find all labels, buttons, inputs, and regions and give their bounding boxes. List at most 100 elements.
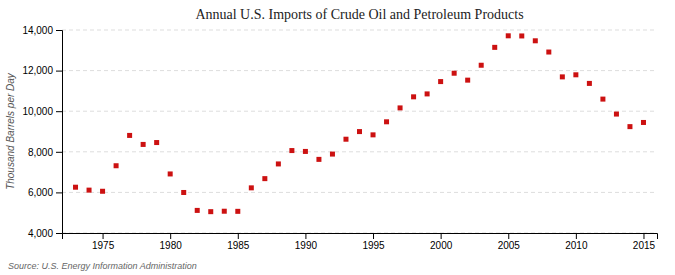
grid-line	[62, 111, 657, 112]
point	[627, 124, 632, 129]
tick-label: 6,000	[28, 187, 53, 198]
point	[141, 142, 146, 147]
title: Annual U.S. Imports of Crude Oil and Pet…	[195, 7, 523, 22]
tick-label: 12,000	[22, 65, 53, 76]
point	[127, 133, 132, 138]
point	[587, 81, 592, 86]
tick: 10,000	[22, 106, 62, 117]
point	[425, 91, 430, 96]
tick-mark	[56, 71, 62, 72]
point	[181, 190, 186, 195]
tick-label: 14,000	[22, 25, 53, 36]
tick: 2010	[565, 233, 588, 251]
point	[533, 38, 538, 43]
tick: 2000	[430, 233, 453, 251]
tick: 14,000	[22, 25, 62, 36]
axis-line	[56, 31, 63, 234]
grid-line	[62, 70, 657, 71]
point	[208, 209, 213, 214]
tick: 8,000	[28, 147, 62, 158]
point	[316, 157, 321, 162]
tick-label: 1995	[362, 240, 385, 251]
point	[479, 63, 484, 68]
point	[262, 176, 267, 181]
tick-mark	[103, 233, 104, 239]
tick: 2005	[498, 233, 521, 251]
tick-label: 2000	[430, 240, 453, 251]
tick: 1975	[92, 233, 115, 251]
tick: 1990	[295, 233, 318, 251]
tick-label: 1975	[92, 240, 115, 251]
tick-mark	[643, 233, 644, 239]
point	[560, 74, 565, 79]
point	[506, 33, 511, 38]
point	[614, 112, 619, 117]
grid	[62, 30, 657, 233]
y-axis-title: Thousand Barrels per Day	[5, 72, 16, 190]
point	[87, 188, 92, 193]
point	[546, 50, 551, 55]
point	[154, 140, 159, 145]
tick-mark	[170, 233, 171, 239]
tick-mark	[576, 233, 577, 239]
tick: 4,000	[28, 228, 62, 239]
point	[465, 78, 470, 83]
plot-area: 1975 1980 1985 1990 1995 2000 2005 2010 2015 4,00…	[22, 25, 657, 251]
point	[384, 119, 389, 124]
point	[519, 33, 524, 38]
points	[73, 33, 646, 214]
point	[114, 163, 119, 168]
point	[600, 97, 605, 102]
point	[411, 94, 416, 99]
point	[235, 209, 240, 214]
point	[641, 120, 646, 125]
tick-label: 1990	[295, 240, 318, 251]
point	[73, 185, 78, 190]
tick: 1995	[362, 233, 385, 251]
axis-line	[63, 234, 658, 240]
tick: 1980	[160, 233, 183, 251]
point	[303, 149, 308, 154]
point	[100, 189, 105, 194]
y-axis: 4,000 6,000 8,000 10,000 12,000 14,000	[22, 25, 62, 239]
tick-label: 2015	[633, 240, 656, 251]
point	[452, 71, 457, 76]
tick: 12,000	[22, 65, 62, 76]
point	[330, 152, 335, 157]
x-axis: 1975 1980 1985 1990 1995 2000 2005 2010 2015	[63, 233, 658, 251]
grid-line	[62, 192, 657, 193]
tick-mark	[56, 152, 62, 153]
point	[222, 209, 227, 214]
tick: 2015	[633, 233, 656, 251]
tick-mark	[56, 192, 62, 193]
tick-label: 2005	[498, 240, 521, 251]
tick-mark	[373, 233, 374, 239]
tick-mark	[508, 233, 509, 239]
tick: 6,000	[28, 187, 62, 198]
grid-line	[62, 30, 657, 31]
tick-mark	[56, 233, 62, 234]
point	[357, 129, 362, 134]
tick-mark	[305, 233, 306, 239]
tick-mark	[56, 30, 62, 31]
point	[398, 105, 403, 110]
point	[195, 208, 200, 213]
tick-label: 4,000	[28, 228, 53, 239]
point	[289, 148, 294, 153]
tick: 1985	[227, 233, 250, 251]
tick-mark	[56, 111, 62, 112]
tick-label: 2010	[565, 240, 588, 251]
chart: 1975 1980 1985 1990 1995 2000 2005 2010 2015 4,00…	[0, 0, 675, 275]
point	[371, 132, 376, 137]
tick-label: 10,000	[22, 106, 53, 117]
tick-label: 1985	[227, 240, 250, 251]
tick-label: 8,000	[28, 147, 53, 158]
annotation: Source: U.S. Energy Information Administ…	[8, 261, 197, 271]
point	[573, 72, 578, 77]
tick-label: 1980	[160, 240, 183, 251]
tick-mark	[238, 233, 239, 239]
tick-mark	[441, 233, 442, 239]
point	[438, 79, 443, 84]
point	[249, 185, 254, 190]
point	[168, 171, 173, 176]
